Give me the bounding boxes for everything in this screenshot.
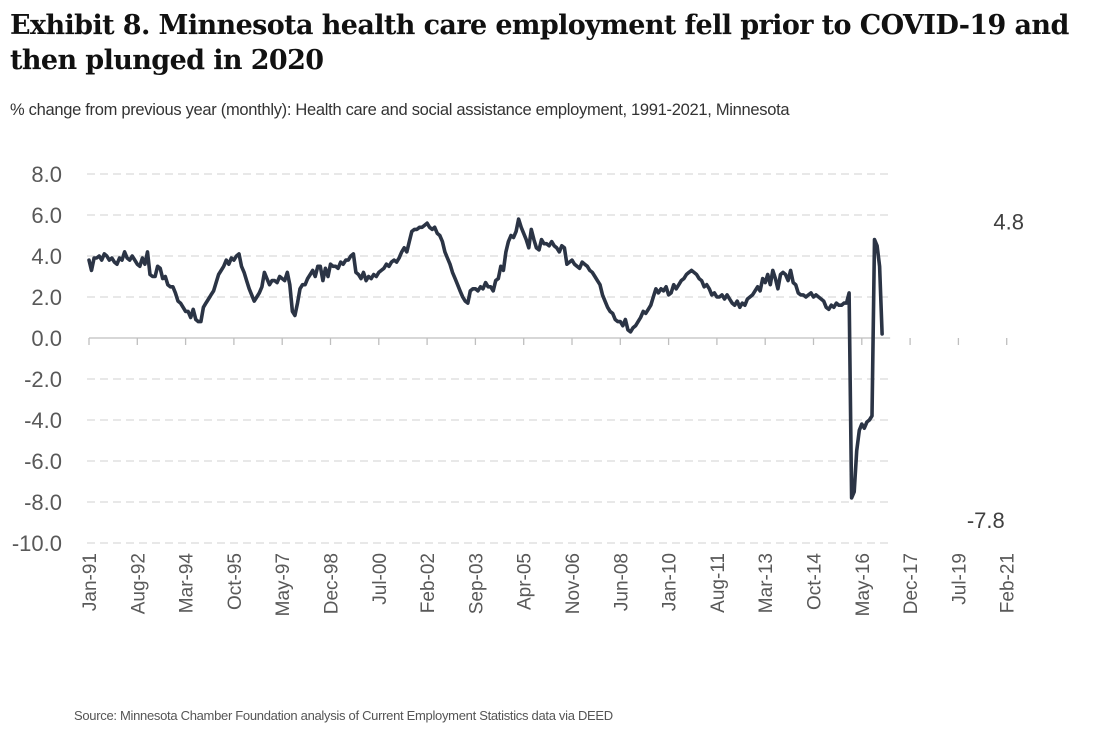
- y-axis: 8.0 6.0 4.0 2.0 0.0 -2.0 -4.0 -6.0 -8.0 -10.0: [12, 162, 62, 556]
- x-tick-label: Dec-98: [322, 553, 343, 614]
- line-chart: 8.0 6.0 4.0 2.0 0.0 -2.0 -4.0 -6.0 -8.0 -10.0 Jan…: [12, 162, 1024, 616]
- x-axis: Jan-91 Aug-92 Mar-94 Oct-95 May-97 Dec-98 Jul-…: [80, 337, 1019, 616]
- series-line: [87, 217, 884, 500]
- x-tick-label: Apr-05: [515, 553, 536, 610]
- series-group: [87, 217, 884, 500]
- x-tick-label: Nov-06: [563, 553, 584, 614]
- y-tick-label: 0.0: [31, 326, 62, 351]
- x-tick-label: Oct-95: [225, 553, 246, 610]
- chart-subtitle: % change from previous year (monthly): H…: [10, 101, 790, 119]
- source-note: Source: Minnesota Chamber Foundation ana…: [74, 708, 613, 723]
- y-tick-label: 8.0: [31, 162, 62, 187]
- x-tick-label: Aug-11: [708, 553, 729, 613]
- x-tick-label: Mar-94: [177, 553, 198, 614]
- x-tick-label: Feb-02: [418, 553, 439, 613]
- gridlines: [87, 173, 891, 544]
- x-tick-label: Oct-14: [805, 553, 826, 610]
- y-tick-label: -6.0: [24, 449, 62, 474]
- x-tick-label: Jul-19: [949, 553, 970, 605]
- x-tick-label: May-16: [853, 553, 874, 616]
- annotations: 4.8 -7.8: [967, 210, 1024, 533]
- x-tick-label: Dec-17: [901, 553, 922, 614]
- x-tick-label: May-97: [273, 553, 294, 616]
- y-tick-label: -8.0: [24, 490, 62, 515]
- x-tick-label: Sep-03: [466, 553, 487, 614]
- y-tick-label: -10.0: [12, 531, 62, 556]
- y-tick-label: 4.0: [31, 244, 62, 269]
- x-tick-label: Jan-10: [660, 553, 681, 611]
- x-tick-label: Feb-21: [998, 553, 1019, 613]
- chart-title: Exhibit 8. Minnesota health care employm…: [10, 10, 1069, 76]
- x-tick-label: Aug-92: [128, 553, 149, 614]
- x-tick-label: Jul-00: [370, 553, 391, 605]
- x-tick-label: Mar-13: [756, 553, 777, 613]
- x-tick-label: Jan-91: [80, 553, 101, 611]
- x-tick-label: Jun-08: [611, 553, 632, 611]
- y-tick-label: -4.0: [24, 408, 62, 433]
- data-label: 4.8: [993, 210, 1024, 235]
- y-tick-label: 6.0: [31, 203, 62, 228]
- data-label: -7.8: [967, 508, 1005, 533]
- y-tick-label: 2.0: [31, 285, 62, 310]
- y-tick-label: -2.0: [24, 367, 62, 392]
